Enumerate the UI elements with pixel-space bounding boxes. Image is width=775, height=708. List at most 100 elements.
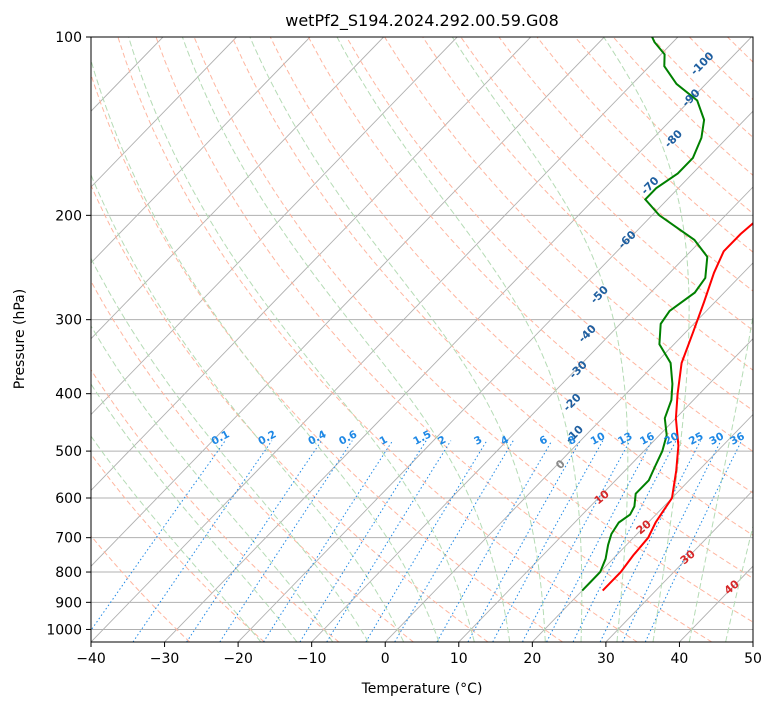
- mixing-ratio-label: 16: [638, 430, 657, 447]
- dry-adiabat: [193, 37, 753, 623]
- y-tick-label: 800: [55, 565, 82, 581]
- isotherm-zero-label: 0: [553, 457, 568, 472]
- background-lines: [91, 37, 775, 642]
- dry-adiabat: [91, 184, 489, 642]
- mixing-ratio-line: [326, 440, 452, 642]
- mixing-ratio-line: [644, 440, 743, 642]
- x-tick-label: 10: [450, 651, 468, 667]
- isotherm-line: [532, 413, 753, 642]
- x-tick-label: −30: [150, 651, 180, 667]
- isotherm-line: [91, 37, 458, 416]
- mixing-ratio-line: [467, 440, 581, 642]
- dry-adiabat: [91, 72, 563, 642]
- mixing-ratio-label: 25: [687, 430, 706, 447]
- moist-adiabat-label: -50: [588, 283, 611, 306]
- moist-adiabat: [91, 435, 262, 642]
- y-axis-label: Pressure (hPa): [12, 289, 28, 389]
- mixing-ratio-label: 13: [616, 430, 635, 447]
- dry-adiabat: [307, 37, 753, 494]
- mixing-ratio-label: 1.5: [411, 428, 433, 447]
- mixing-ratio-label: 6: [538, 434, 550, 448]
- x-tick-label: 0: [381, 651, 390, 667]
- mixing-ratio-line: [599, 440, 702, 642]
- moist-adiabat-label: -40: [576, 322, 599, 345]
- mixing-ratio-label: 2: [436, 434, 448, 448]
- series-layer: [581, 37, 753, 592]
- theta-e-label: 10: [592, 487, 612, 507]
- isotherm-line: [91, 37, 679, 642]
- mixing-ratio-line: [622, 440, 722, 642]
- moist-adiabat-label: -80: [662, 127, 685, 150]
- isotherm-line: [91, 37, 384, 340]
- mixing-ratio-line: [436, 440, 553, 642]
- x-tick-label: −10: [297, 651, 327, 667]
- isotherm-line: [237, 110, 753, 642]
- dry-adiabat: [155, 37, 713, 642]
- x-axis-label: Temperature (°C): [361, 681, 483, 697]
- dewpoint-line: [581, 37, 709, 592]
- mixing-ratio-label: 10: [589, 430, 608, 447]
- dry-adiabat: [91, 535, 191, 642]
- moist-adiabat-label: -60: [616, 228, 639, 251]
- axis-layer: −40 −30 −20 −10 0 10 20 30 40 5010020030040050060…: [46, 30, 762, 667]
- x-tick-label: 40: [671, 651, 689, 667]
- dry-adiabat: [117, 37, 638, 642]
- isotherm-line: [164, 37, 752, 642]
- dry-adiabat: [91, 280, 414, 642]
- mixing-ratio-line: [365, 440, 488, 642]
- mixing-ratio-label: 0.4: [306, 428, 328, 447]
- label-layer: 0.1 0.2 0.4 0.6 1 1.5 2 3 4 6 8 10 13 16 20 25 30 36-100-…: [210, 49, 747, 597]
- mixing-ratio-label: 1: [378, 434, 390, 448]
- x-tick-label: 50: [744, 651, 762, 667]
- x-tick-label: −40: [76, 651, 106, 667]
- grid-layer: [91, 37, 753, 642]
- x-tick-label: 30: [597, 651, 615, 667]
- y-tick-label: 400: [55, 387, 82, 403]
- dry-adiabat: [536, 37, 753, 253]
- isotherm-line: [311, 186, 753, 642]
- chart-title: wetPf2_S194.2024.292.00.59.G08: [285, 11, 559, 31]
- isotherm-line: [458, 338, 753, 642]
- isotherm-line: [752, 641, 753, 642]
- mixing-ratio-line: [263, 440, 394, 642]
- moist-adiabat: [688, 313, 753, 642]
- dry-adiabat: [346, 37, 753, 453]
- dry-adiabat: [231, 37, 753, 579]
- moist-adiabat: [91, 324, 334, 642]
- isotherm-line: [91, 37, 237, 188]
- isotherm-line: [91, 37, 532, 491]
- moist-adiabat: [128, 37, 475, 642]
- mixing-ratio-label: 3: [472, 434, 484, 448]
- mixing-ratio-line: [522, 440, 631, 642]
- dry-adiabat: [91, 453, 265, 642]
- mixing-ratio-line: [394, 440, 514, 642]
- moist-adiabat: [249, 37, 546, 642]
- moist-adiabat: [91, 173, 405, 642]
- dry-adiabat: [650, 37, 753, 139]
- dry-adiabat: [269, 37, 753, 536]
- isotherm-line: [605, 489, 753, 642]
- moist-adiabat: [91, 58, 440, 642]
- mixing-ratio-line: [299, 440, 427, 642]
- dry-adiabat: [498, 37, 753, 292]
- mixing-ratio-line: [219, 440, 353, 642]
- isotherm-line: [91, 37, 605, 567]
- mixing-ratio-line: [132, 440, 273, 642]
- moist-adiabat: [91, 383, 298, 642]
- dry-adiabat: [422, 37, 753, 371]
- dry-adiabat: [91, 369, 340, 642]
- dry-adiabat: [766, 37, 775, 642]
- x-tick-label: −20: [223, 651, 253, 667]
- mixing-ratio-label: 4: [499, 434, 511, 448]
- mixing-ratio-line: [492, 440, 604, 642]
- isotherm-line: [384, 262, 753, 642]
- moist-adiabat: [451, 37, 629, 642]
- y-tick-label: 700: [55, 531, 82, 547]
- y-tick-label: 500: [55, 444, 82, 460]
- isotherm-line: [91, 37, 311, 264]
- moist-adiabat-label: -70: [638, 174, 661, 197]
- moist-adiabat: [603, 37, 690, 642]
- y-tick-label: 300: [55, 313, 82, 329]
- moist-adiabat: [91, 257, 369, 642]
